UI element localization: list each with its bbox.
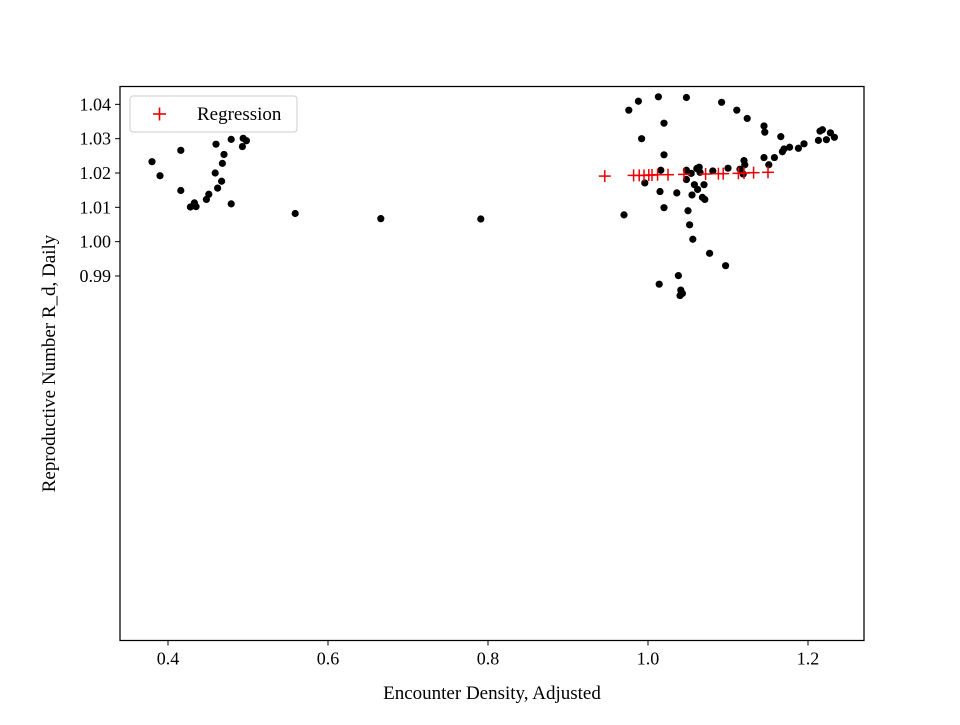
data-point bbox=[656, 187, 664, 196]
data-point bbox=[830, 133, 839, 141]
y-tick-label: 1.03 bbox=[80, 129, 112, 149]
data-point bbox=[673, 189, 681, 197]
data-point bbox=[777, 133, 785, 141]
data-point bbox=[760, 122, 768, 130]
data-point bbox=[701, 195, 709, 204]
x-axis-label: Encounter Density, Adjusted bbox=[383, 683, 601, 704]
data-point bbox=[655, 280, 663, 288]
data-point bbox=[477, 215, 485, 223]
data-point bbox=[780, 145, 788, 153]
data-point bbox=[660, 204, 668, 212]
data-point bbox=[689, 235, 697, 243]
x-tick-label: 0.8 bbox=[477, 649, 500, 669]
data-point bbox=[674, 272, 683, 280]
data-point bbox=[743, 114, 751, 123]
data-point bbox=[687, 169, 695, 177]
legend-box bbox=[129, 95, 298, 133]
data-point bbox=[814, 136, 823, 144]
data-point bbox=[377, 215, 385, 223]
data-point bbox=[724, 164, 732, 172]
data-point bbox=[156, 172, 164, 180]
legend-marker-regression bbox=[153, 107, 166, 121]
data-point bbox=[682, 93, 691, 102]
data-point bbox=[718, 98, 726, 106]
x-tick-label: 0.6 bbox=[317, 649, 340, 669]
regression-point bbox=[762, 166, 774, 179]
x-tick-label: 0.4 bbox=[157, 649, 180, 669]
data-point bbox=[214, 184, 222, 192]
y-tick-label: 1.04 bbox=[80, 94, 112, 114]
data-point bbox=[709, 167, 717, 175]
data-point bbox=[696, 168, 704, 176]
y-tick-label: 1.01 bbox=[80, 197, 112, 217]
data-point bbox=[722, 262, 730, 270]
y-axis: 0.99 1.00 1.01 1.02 1.03 1.04 bbox=[80, 94, 120, 286]
regression-point bbox=[717, 167, 730, 180]
data-point bbox=[638, 135, 646, 143]
data-point bbox=[192, 203, 200, 211]
regression-point bbox=[662, 168, 674, 181]
data-point bbox=[641, 179, 649, 187]
y-tick-label: 1.00 bbox=[80, 232, 112, 252]
data-point bbox=[760, 153, 768, 162]
data-point bbox=[227, 200, 235, 208]
data-point bbox=[794, 144, 803, 152]
data-point bbox=[212, 140, 220, 148]
regression-point bbox=[598, 170, 611, 183]
data-point bbox=[220, 150, 228, 159]
data-point bbox=[800, 140, 808, 148]
data-point bbox=[291, 209, 299, 218]
data-point bbox=[205, 190, 213, 198]
data-point bbox=[238, 142, 246, 151]
y-tick-label: 0.99 bbox=[80, 266, 112, 286]
data-point bbox=[177, 146, 185, 154]
data-point bbox=[678, 289, 687, 298]
data-point bbox=[818, 126, 827, 134]
data-point bbox=[733, 106, 741, 114]
data-point bbox=[684, 207, 692, 215]
regression-point bbox=[678, 168, 690, 181]
data-point bbox=[654, 93, 663, 101]
x-axis: 0.4 0.6 0.8 1.0 1.2 bbox=[157, 640, 820, 669]
regression-point bbox=[699, 168, 712, 181]
data-point bbox=[765, 161, 773, 169]
plot-marks bbox=[148, 93, 839, 300]
data-point bbox=[688, 191, 696, 199]
legend-label-regression: Regression bbox=[197, 104, 282, 125]
data-point bbox=[227, 135, 235, 143]
data-point bbox=[634, 97, 643, 105]
data-point bbox=[786, 143, 794, 151]
data-point bbox=[657, 166, 665, 174]
x-tick-label: 1.2 bbox=[797, 649, 820, 669]
data-point bbox=[741, 161, 749, 169]
data-point bbox=[625, 106, 633, 114]
plot-frame bbox=[119, 85, 865, 642]
data-point bbox=[694, 185, 702, 194]
data-point bbox=[770, 153, 779, 162]
regression-point bbox=[747, 166, 760, 179]
y-tick-label: 1.02 bbox=[80, 163, 112, 183]
data-point bbox=[218, 177, 226, 185]
data-point bbox=[242, 137, 250, 145]
y-axis-label: Reproductive Number R_d, Daily bbox=[39, 234, 60, 492]
regression-point bbox=[651, 168, 664, 181]
data-point bbox=[218, 159, 226, 167]
data-point bbox=[148, 158, 156, 166]
data-point bbox=[686, 221, 694, 229]
data-point bbox=[660, 151, 668, 159]
data-point bbox=[822, 136, 831, 144]
data-point bbox=[177, 186, 185, 195]
data-point bbox=[211, 169, 219, 177]
x-tick-label: 1.0 bbox=[637, 649, 660, 669]
legend: Regression bbox=[129, 95, 298, 133]
data-point bbox=[700, 181, 708, 189]
data-point bbox=[660, 119, 668, 127]
data-point bbox=[761, 128, 769, 136]
data-point bbox=[620, 211, 628, 219]
data-point bbox=[706, 249, 714, 257]
